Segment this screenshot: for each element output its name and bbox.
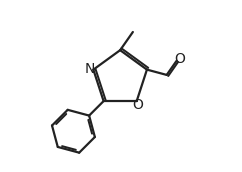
Text: O: O — [174, 52, 185, 66]
Text: N: N — [84, 62, 95, 76]
Text: O: O — [132, 98, 143, 112]
